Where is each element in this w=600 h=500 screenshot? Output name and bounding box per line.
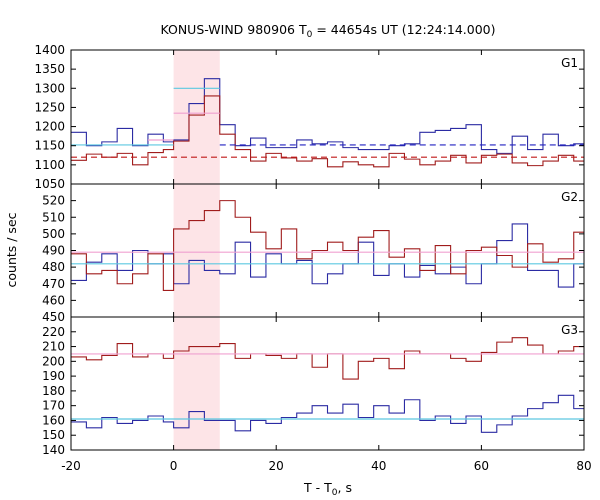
g1-series-red-1	[71, 95, 584, 168]
y-tick-label: 180	[42, 384, 65, 398]
panel-label-g2: G2	[561, 190, 578, 204]
y-tick-label: 1300	[34, 81, 65, 95]
g1-series-blue-0	[71, 78, 584, 154]
y-tick-label: 150	[42, 428, 65, 442]
panel-g2: 450 460 470 480 490 500 510 520 G2	[42, 183, 585, 324]
y-tick-label: 1100	[34, 158, 65, 172]
y-tick-label: 220	[42, 325, 65, 339]
y-tick-label: 140	[42, 443, 65, 457]
g2-series-red-1	[71, 200, 584, 291]
y-tick-label: 450	[42, 310, 65, 324]
panel-label-g1: G1	[561, 56, 578, 70]
y-tick-label: 210	[42, 340, 65, 354]
panel-g1: 1050 1100 1150 1200 1250 1300 1350 1400 G1	[34, 43, 585, 191]
y-tick-label: 460	[42, 293, 65, 307]
y-tick-label: 1200	[34, 120, 65, 134]
g3-series-red-0	[71, 337, 584, 380]
x-tick-label: 80	[576, 459, 591, 473]
burst-interval-shade	[173, 50, 220, 450]
chart-title: KONUS-WIND 980906 T0 = 44654s UT (12:24:…	[160, 22, 495, 40]
y-tick-label: 200	[42, 354, 65, 368]
x-tick-label: 20	[269, 459, 284, 473]
g3-series-blue-1	[71, 394, 584, 433]
y-tick-label: 480	[42, 260, 65, 274]
y-tick-label: 190	[42, 369, 65, 383]
panel-label-g3: G3	[561, 323, 578, 337]
y-tick-label: 510	[42, 210, 65, 224]
plot-area: 10501100115012001250130013501400G1450460…	[34, 43, 591, 473]
y-tick-label: 500	[42, 227, 65, 241]
x-tick-label: 60	[474, 459, 489, 473]
y-tick-label: 1350	[34, 62, 65, 76]
y-tick-label: 520	[42, 194, 65, 208]
y-tick-label: 170	[42, 399, 65, 413]
y-tick-label: 1150	[34, 139, 65, 153]
x-tick-label: -20	[61, 459, 81, 473]
y-tick-label: 1250	[34, 100, 65, 114]
x-tick-label: 0	[170, 459, 178, 473]
y-tick-label: 470	[42, 277, 65, 291]
y-axis-label: counts / sec	[4, 212, 19, 287]
y-tick-label: 1050	[34, 177, 65, 191]
y-tick-label: 160	[42, 413, 65, 427]
x-axis-label: T - T0, s	[303, 480, 352, 498]
x-tick-label: 40	[371, 459, 386, 473]
y-tick-label: 1400	[34, 43, 65, 57]
y-tick-label: 490	[42, 244, 65, 258]
g3-frame	[70, 316, 585, 451]
